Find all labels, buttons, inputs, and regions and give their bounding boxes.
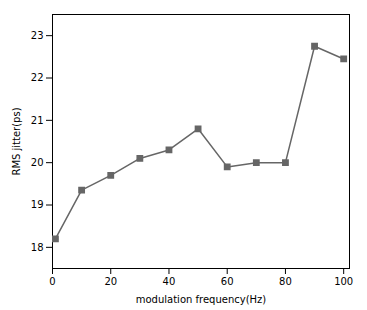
svg-text:22: 22	[31, 72, 44, 83]
svg-text:20: 20	[104, 276, 117, 287]
svg-text:modulation frequency(Hz): modulation frequency(Hz)	[136, 294, 267, 305]
svg-text:19: 19	[31, 199, 44, 210]
svg-text:100: 100	[334, 276, 353, 287]
svg-text:40: 40	[163, 276, 176, 287]
svg-text:18: 18	[31, 242, 44, 253]
svg-text:21: 21	[31, 115, 44, 126]
svg-text:80: 80	[279, 276, 292, 287]
svg-text:60: 60	[221, 276, 234, 287]
svg-text:0: 0	[49, 276, 55, 287]
svg-text:RMS jitter(ps): RMS jitter(ps)	[11, 107, 22, 175]
svg-text:23: 23	[31, 30, 44, 41]
svg-text:20: 20	[31, 157, 44, 168]
